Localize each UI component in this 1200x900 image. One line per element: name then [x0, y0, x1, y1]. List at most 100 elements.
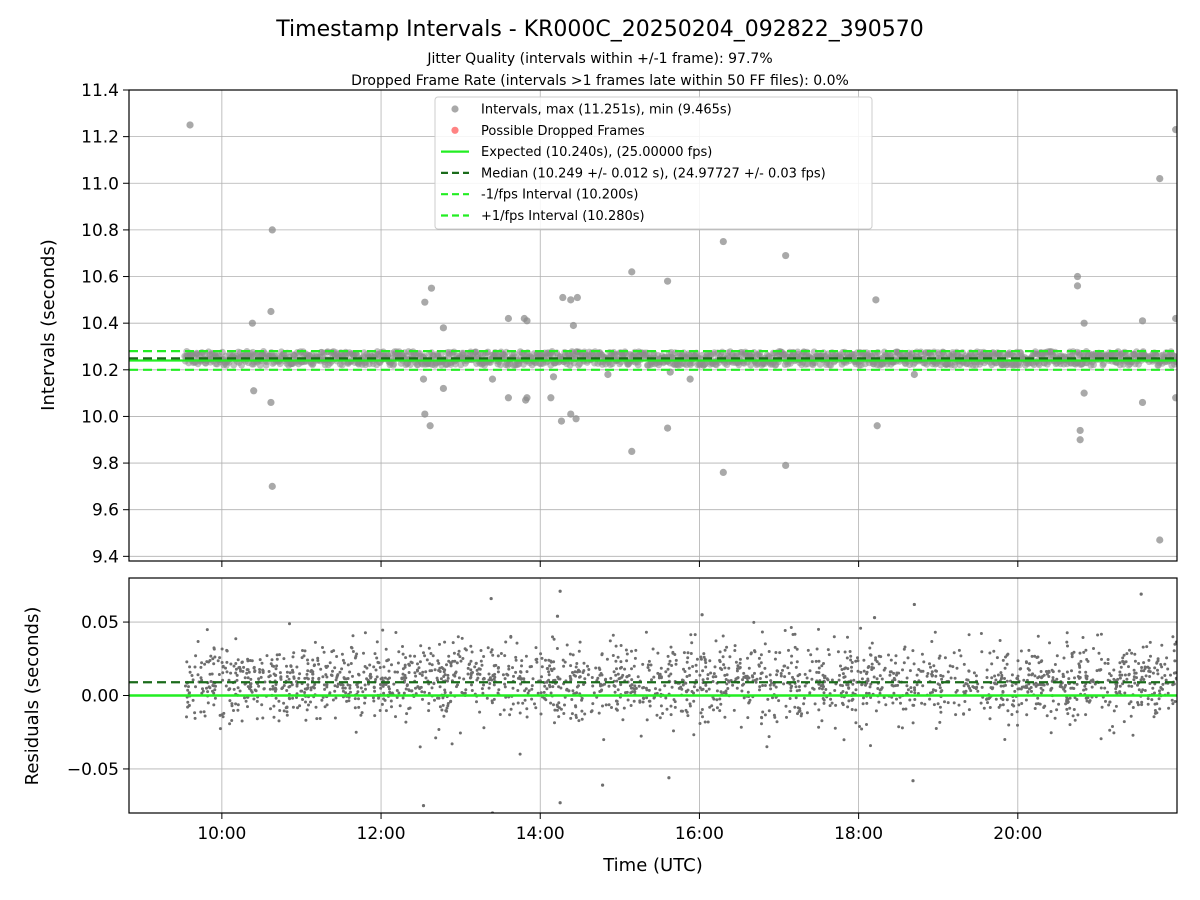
residual-point — [421, 697, 424, 701]
residual-point — [442, 714, 446, 718]
residual-point — [820, 687, 824, 691]
residual-point — [824, 688, 828, 691]
residual-point — [1171, 683, 1175, 687]
residual-point — [669, 713, 673, 717]
residual-point — [546, 667, 550, 670]
residual-point — [1025, 713, 1029, 717]
residual-point — [733, 649, 737, 652]
residual-point — [666, 654, 670, 658]
residual-point — [1140, 666, 1144, 669]
residual-point — [822, 691, 826, 695]
residual-point — [1166, 691, 1170, 695]
residual-point — [1096, 633, 1100, 637]
residual-point — [913, 688, 917, 692]
residual-point — [362, 651, 365, 655]
residual-point — [1140, 700, 1144, 704]
residual-point — [514, 670, 518, 674]
residual-point — [795, 689, 799, 693]
residual-point — [357, 697, 360, 701]
residual-point — [235, 678, 239, 682]
residual-point — [768, 673, 772, 677]
residual-point — [424, 676, 428, 680]
residual-point — [822, 701, 826, 705]
residual-point — [672, 729, 675, 733]
residual-point — [597, 666, 601, 670]
residual-point — [501, 673, 505, 677]
residual-point — [404, 687, 408, 691]
residual-point — [878, 674, 882, 678]
residual-point — [325, 675, 329, 679]
residual-point — [827, 653, 831, 657]
residual-point — [479, 659, 483, 663]
top-y-tick-label: 10.4 — [81, 314, 119, 334]
top-y-tick-label: 9.6 — [92, 501, 119, 521]
residual-point — [808, 691, 812, 695]
interval-outlier-point — [504, 314, 513, 323]
residual-point — [702, 655, 706, 659]
residual-point — [374, 678, 378, 681]
residual-point — [194, 654, 198, 658]
residual-point — [1149, 654, 1152, 658]
residual-point — [718, 709, 722, 713]
residual-point — [273, 689, 277, 693]
residual-point — [859, 626, 863, 630]
residual-point — [718, 697, 722, 701]
residual-point — [884, 703, 888, 707]
residual-point — [997, 705, 1001, 709]
residual-point — [509, 634, 513, 638]
residual-point — [647, 688, 651, 692]
residual-point — [489, 650, 493, 654]
residual-point — [1025, 661, 1028, 665]
residual-point — [866, 677, 870, 681]
legend-entry-label: +1/fps Interval (10.280s) — [481, 209, 645, 224]
residual-point — [632, 699, 636, 703]
residual-point — [982, 706, 986, 710]
residual-point — [1045, 672, 1049, 676]
residual-point — [1152, 715, 1156, 719]
residual-point — [514, 658, 518, 662]
residual-point — [378, 666, 382, 669]
residual-point — [706, 677, 710, 681]
residual-point — [1118, 690, 1122, 694]
residual-point — [810, 660, 814, 664]
residual-point — [423, 654, 427, 658]
residual-point — [298, 704, 302, 708]
residual-point — [507, 667, 511, 671]
residual-point — [188, 665, 192, 669]
residual-point — [692, 691, 695, 695]
residual-point — [497, 688, 501, 692]
residual-point — [258, 658, 262, 662]
residual-point — [556, 675, 560, 679]
residual-point — [260, 661, 264, 665]
residual-point — [742, 671, 746, 675]
residual-point — [349, 645, 353, 649]
residual-point — [954, 713, 958, 717]
residual-point — [788, 710, 792, 713]
residual-point — [614, 644, 618, 648]
residual-point — [341, 683, 345, 687]
residual-point — [953, 676, 957, 680]
residual-point — [416, 662, 419, 666]
residual-point — [417, 685, 420, 689]
residual-point — [995, 656, 999, 660]
residual-point — [723, 666, 727, 670]
residual-point — [1068, 723, 1072, 727]
residual-point — [439, 677, 443, 681]
residual-point — [1004, 683, 1007, 687]
residual-point — [1049, 710, 1053, 713]
residual-point — [619, 660, 623, 664]
residual-point — [1033, 707, 1037, 710]
residual-point — [393, 670, 397, 674]
residual-point — [373, 689, 377, 693]
residual-point — [575, 662, 579, 665]
residual-point — [624, 691, 627, 695]
residual-point — [615, 679, 619, 683]
residual-point — [860, 727, 864, 731]
residual-point — [878, 691, 882, 695]
residual-point — [851, 691, 855, 695]
residual-point — [1100, 705, 1104, 709]
residual-point — [860, 682, 864, 686]
residual-point — [208, 659, 212, 662]
interval-outlier-point — [1138, 398, 1147, 407]
residual-point — [218, 656, 222, 660]
